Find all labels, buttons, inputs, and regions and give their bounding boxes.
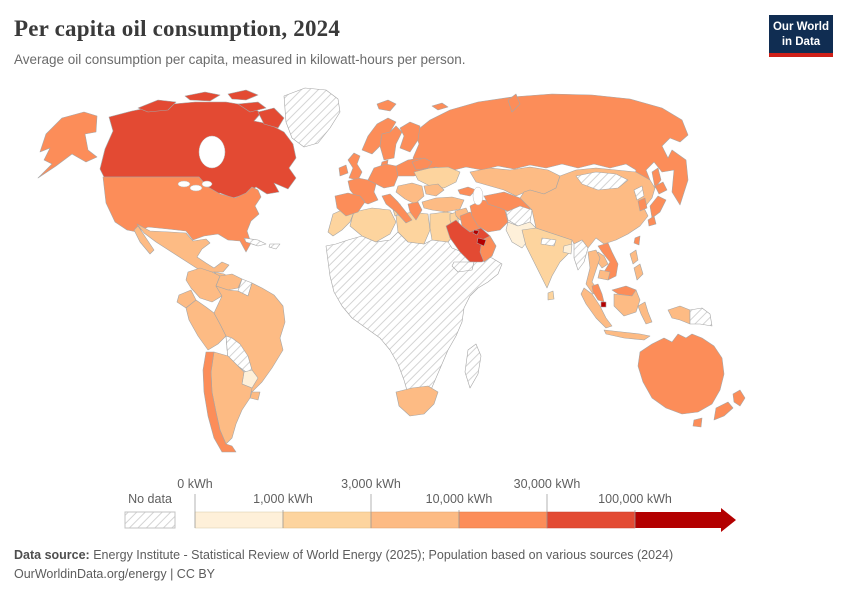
country-romania[interactable] xyxy=(423,183,445,197)
country-uk[interactable] xyxy=(347,152,363,181)
country-vietnam[interactable] xyxy=(597,242,619,281)
chart-footer: Data source: Energy Institute - Statisti… xyxy=(14,546,673,585)
country-mexico-baja[interactable] xyxy=(133,225,155,255)
owid-logo-line1: Our World xyxy=(772,21,829,33)
country-turkey[interactable] xyxy=(421,196,465,213)
country-algeria[interactable] xyxy=(349,207,397,243)
country-ukraine[interactable] xyxy=(413,166,461,189)
license-line[interactable]: OurWorldinData.org/energy | CC BY xyxy=(14,567,216,582)
region-caucasus[interactable] xyxy=(457,186,477,197)
country-cuba[interactable] xyxy=(243,237,267,247)
country-hispaniola[interactable] xyxy=(268,243,281,250)
country-south-africa[interactable] xyxy=(395,385,439,417)
country-ireland[interactable] xyxy=(338,164,349,177)
legend-colorbar[interactable] xyxy=(0,470,850,540)
country-australia[interactable] xyxy=(637,333,725,415)
country-australia-tasmania[interactable] xyxy=(692,417,703,428)
legend-band-4[interactable] xyxy=(546,511,636,529)
country-canada-arctic-4[interactable] xyxy=(237,101,267,113)
country-myanmar[interactable] xyxy=(573,239,589,271)
country-madagascar[interactable] xyxy=(464,343,482,389)
country-brazil[interactable] xyxy=(213,282,286,393)
legend-tick-2: 3,000 kWh xyxy=(341,477,401,491)
country-south-korea[interactable] xyxy=(637,197,648,212)
country-nepal[interactable] xyxy=(540,237,557,247)
country-canada-arctic-3[interactable] xyxy=(227,89,259,101)
legend-no-data-label: No data xyxy=(128,492,172,506)
country-russia[interactable] xyxy=(412,93,689,206)
hudson-bay xyxy=(198,135,226,169)
legend-band-0[interactable] xyxy=(194,511,284,529)
country-kuwait[interactable] xyxy=(472,229,480,236)
country-kazakhstan[interactable] xyxy=(469,166,561,197)
country-north-korea[interactable] xyxy=(633,185,645,201)
legend-tick-5: 100,000 kWh xyxy=(598,492,672,506)
country-finland[interactable] xyxy=(399,121,421,153)
caspian-sea xyxy=(472,186,484,206)
great-lake-1 xyxy=(177,180,191,188)
country-greece[interactable] xyxy=(407,201,423,221)
data-source-text: Energy Institute - Statistical Review of… xyxy=(89,548,674,562)
country-canada-baffin[interactable] xyxy=(257,107,285,129)
legend-tick-3: 10,000 kWh xyxy=(425,492,493,506)
great-lake-2 xyxy=(189,184,203,192)
country-novaya-zemlya[interactable] xyxy=(507,93,521,113)
country-new-zealand-south[interactable] xyxy=(713,401,734,421)
page-title: Per capita oil consumption, 2024 xyxy=(14,16,341,41)
country-japan-honshu[interactable] xyxy=(649,195,667,219)
country-indonesia-java[interactable] xyxy=(603,329,651,341)
owid-logo[interactable]: Our World in Data xyxy=(769,15,833,57)
legend-no-data-swatch[interactable] xyxy=(124,511,176,529)
country-japan-hokkaido[interactable] xyxy=(654,181,668,195)
country-canada-arctic-2[interactable] xyxy=(184,91,221,102)
country-chile[interactable] xyxy=(202,351,237,453)
world-map[interactable] xyxy=(0,0,850,470)
legend-band-3[interactable] xyxy=(458,511,548,529)
chart-subtitle: Average oil consumption per capita, meas… xyxy=(14,52,466,67)
country-indonesia-papua[interactable] xyxy=(667,305,691,325)
great-lake-3 xyxy=(201,180,213,188)
country-philippines-luzon[interactable] xyxy=(629,249,639,265)
country-canada-arctic-1[interactable] xyxy=(137,99,177,113)
country-sri-lanka[interactable] xyxy=(547,290,555,301)
country-sakhalin[interactable] xyxy=(651,167,662,189)
country-uae[interactable] xyxy=(476,237,487,247)
legend-tick-4: 30,000 kWh xyxy=(513,477,581,491)
owid-logo-line2: in Data xyxy=(781,35,821,48)
country-uruguay[interactable] xyxy=(249,391,261,401)
legend-ticks xyxy=(194,494,636,528)
legend-tick-0: 0 kWh xyxy=(177,477,213,491)
data-source-line: Data source: Energy Institute - Statisti… xyxy=(14,546,673,565)
country-new-zealand-north[interactable] xyxy=(732,389,746,407)
country-norway[interactable] xyxy=(361,117,397,155)
region-central-europe[interactable] xyxy=(367,163,399,189)
country-cambodia[interactable] xyxy=(597,269,611,281)
region-svalbard[interactable] xyxy=(431,102,449,111)
country-bangladesh[interactable] xyxy=(562,243,573,255)
country-italy[interactable] xyxy=(381,193,413,224)
country-mexico[interactable] xyxy=(136,223,230,273)
legend-band-2[interactable] xyxy=(370,511,460,529)
legend-band-5-arrow[interactable] xyxy=(635,508,736,532)
country-belarus[interactable] xyxy=(411,157,433,171)
country-philippines-south[interactable] xyxy=(633,263,644,281)
country-indonesia-sumatra[interactable] xyxy=(580,287,613,329)
legend-band-1[interactable] xyxy=(282,511,372,529)
country-greenland[interactable] xyxy=(283,87,341,148)
country-iceland[interactable] xyxy=(376,99,397,112)
country-singapore[interactable] xyxy=(600,301,607,308)
country-papua-new-guinea[interactable] xyxy=(689,307,713,327)
region-iberia[interactable] xyxy=(334,192,366,217)
country-indonesia-sulawesi[interactable] xyxy=(637,301,653,325)
country-japan-kyushu[interactable] xyxy=(647,215,657,227)
region-balkans[interactable] xyxy=(395,182,425,205)
country-taiwan[interactable] xyxy=(633,235,641,246)
country-alaska[interactable] xyxy=(37,111,98,179)
country-mongolia[interactable] xyxy=(575,171,629,191)
legend-tick-1: 1,000 kWh xyxy=(253,492,313,506)
country-yemen[interactable] xyxy=(451,261,475,273)
data-source-label: Data source: xyxy=(14,548,90,562)
